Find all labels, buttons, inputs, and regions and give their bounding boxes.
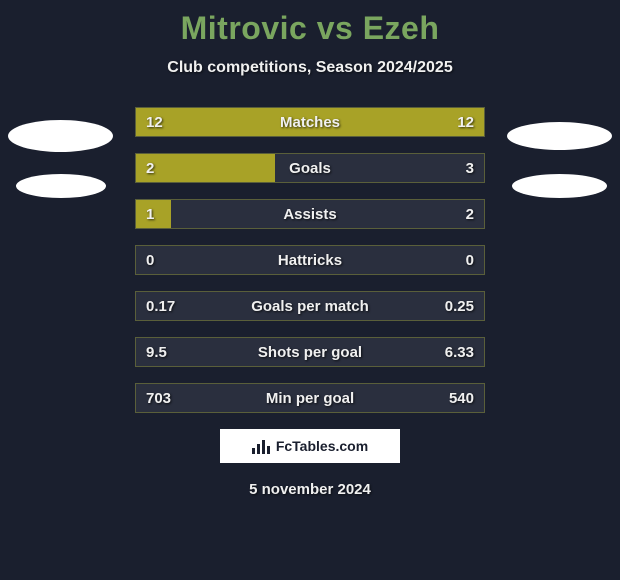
stat-row: 2Goals3 <box>135 153 485 183</box>
stat-value-right: 0 <box>466 246 474 274</box>
stat-value-left: 0 <box>146 246 154 274</box>
stat-row: 12Matches12 <box>135 107 485 137</box>
stat-row: 1Assists2 <box>135 199 485 229</box>
comparison-chart: 12Matches12 2Goals3 1Assists2 0Hattricks0 0.… <box>135 107 485 413</box>
decor-right <box>507 118 612 258</box>
stat-value-left: 9.5 <box>146 338 167 366</box>
stat-row: 9.5Shots per goal6.33 <box>135 337 485 367</box>
ellipse-icon <box>16 174 106 198</box>
page-title: Mitrovic vs Ezeh <box>0 0 620 47</box>
bars-icon <box>252 438 270 454</box>
stat-value-right: 0.25 <box>445 292 474 320</box>
bar-fill-left <box>136 154 275 182</box>
bar-fill-left <box>136 200 171 228</box>
stat-row: 0Hattricks0 <box>135 245 485 275</box>
footer-brand-box: FcTables.com <box>220 429 400 463</box>
stat-value-right: 2 <box>466 200 474 228</box>
stat-label: Min per goal <box>136 384 484 412</box>
stat-value-right: 540 <box>449 384 474 412</box>
stat-value-right: 3 <box>466 154 474 182</box>
stat-label: Goals per match <box>136 292 484 320</box>
date-text: 5 november 2024 <box>0 481 620 498</box>
stat-label: Shots per goal <box>136 338 484 366</box>
ellipse-icon <box>512 174 607 198</box>
ellipse-icon <box>507 122 612 150</box>
bar-fill-left <box>136 108 484 136</box>
stat-value-left: 703 <box>146 384 171 412</box>
stat-value-right: 6.33 <box>445 338 474 366</box>
decor-left <box>8 118 113 258</box>
stat-value-left: 0.17 <box>146 292 175 320</box>
footer-brand-text: FcTables.com <box>276 438 368 454</box>
stat-row: 0.17Goals per match0.25 <box>135 291 485 321</box>
stat-label: Hattricks <box>136 246 484 274</box>
stat-row: 703Min per goal540 <box>135 383 485 413</box>
ellipse-icon <box>8 120 113 152</box>
stat-label: Assists <box>136 200 484 228</box>
subtitle: Club competitions, Season 2024/2025 <box>0 59 620 77</box>
